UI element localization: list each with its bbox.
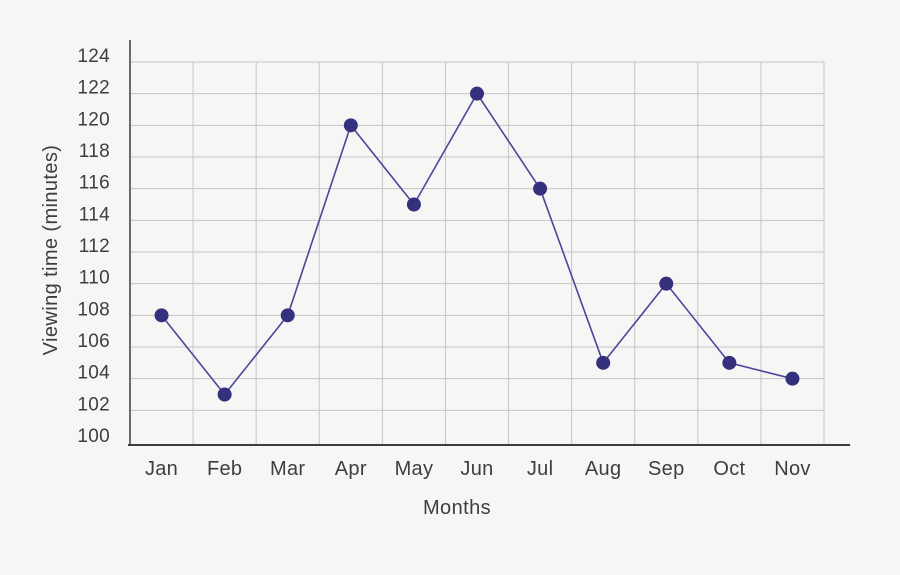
y-tick-label: 100 — [77, 426, 110, 447]
x-tick-label: Jan — [145, 458, 178, 480]
data-point — [343, 118, 358, 133]
x-tick-label: Mar — [270, 458, 305, 480]
y-tick-label: 120 — [77, 109, 110, 130]
data-point — [154, 308, 169, 323]
data-point — [406, 197, 421, 212]
data-point — [785, 371, 800, 386]
data-point — [217, 387, 232, 402]
y-tick-label: 118 — [79, 141, 110, 162]
x-tick-label: Jul — [527, 458, 553, 480]
y-tick-label: 106 — [77, 331, 110, 352]
y-tick-label: 112 — [79, 236, 110, 257]
y-tick-label: 122 — [77, 78, 110, 99]
x-tick-label: Sep — [648, 458, 685, 480]
y-tick-label: 124 — [77, 46, 110, 67]
y-tick-label: 114 — [79, 204, 110, 225]
data-point — [470, 86, 484, 101]
x-tick-label: Oct — [713, 458, 745, 480]
y-axis-title: Viewing time (minutes) — [40, 145, 62, 356]
y-tick-label: 110 — [79, 268, 110, 289]
y-tick-label: 104 — [77, 363, 110, 384]
x-tick-label: Jun — [460, 458, 493, 480]
x-tick-label: Feb — [207, 458, 242, 480]
data-point — [280, 308, 295, 323]
data-point — [659, 276, 674, 291]
x-tick-label: Nov — [774, 458, 810, 480]
y-tick-label: 116 — [79, 173, 110, 194]
data-point — [533, 181, 548, 196]
data-point — [722, 355, 737, 370]
data-point — [596, 355, 611, 370]
y-tick-label: 102 — [77, 394, 110, 415]
x-tick-label: May — [395, 458, 434, 480]
x-tick-label: Aug — [585, 458, 622, 480]
plot-layer: 100 102 104 106 108 110 112 114 116 118 120 122 124 J… — [77, 40, 850, 480]
y-tick-label: 108 — [77, 299, 110, 320]
x-axis-title: Months — [423, 497, 491, 519]
x-tick-label: Apr — [335, 458, 367, 480]
